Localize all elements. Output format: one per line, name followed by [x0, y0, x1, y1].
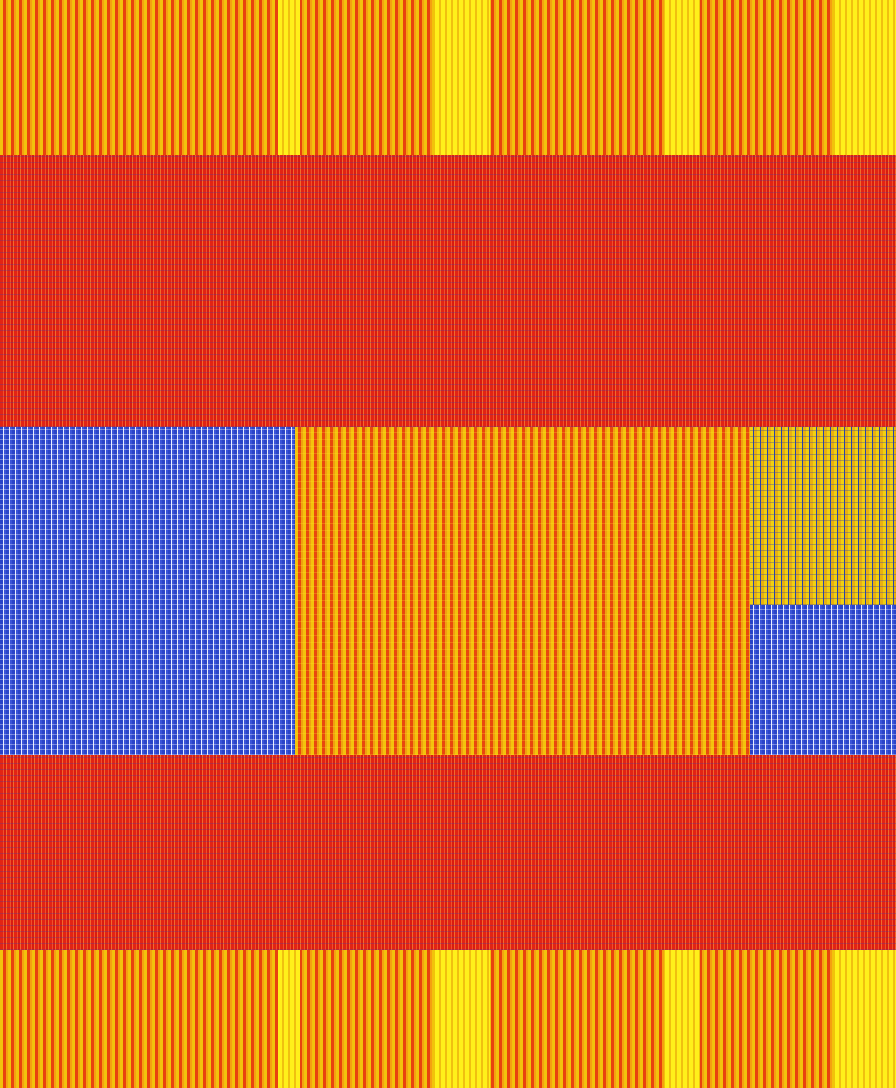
yellow-stripe: [435, 0, 490, 155]
yellow-stripe: [835, 0, 896, 155]
yellow-stripe: [435, 950, 490, 1088]
yellow-block: [750, 427, 896, 605]
orange-block: [295, 427, 750, 755]
blue-block: [0, 427, 295, 755]
yellow-stripe: [665, 950, 700, 1088]
red-band: [0, 755, 896, 950]
yellow-stripe: [665, 0, 700, 155]
yellow-stripe: [835, 950, 896, 1088]
yellow-stripe: [278, 0, 300, 155]
blue-block: [750, 605, 896, 755]
red-band: [0, 155, 896, 427]
yellow-stripe: [278, 950, 300, 1088]
